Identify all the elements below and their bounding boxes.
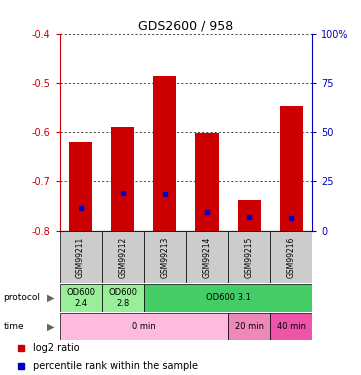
Text: GSM99214: GSM99214	[203, 237, 212, 278]
Text: percentile rank within the sample: percentile rank within the sample	[33, 361, 198, 371]
Bar	[60, 284, 102, 312]
Bar	[270, 231, 312, 283]
Text: 0 min: 0 min	[132, 322, 156, 331]
Text: ▶: ▶	[47, 293, 54, 303]
Text: ▶: ▶	[47, 321, 54, 332]
Bar	[144, 231, 186, 283]
Bar	[102, 284, 144, 312]
Bar	[144, 284, 312, 312]
Text: time: time	[4, 322, 24, 331]
Text: 40 min: 40 min	[277, 322, 306, 331]
Bar	[60, 231, 102, 283]
Bar	[228, 313, 270, 340]
Bar	[69, 142, 92, 231]
Text: log2 ratio: log2 ratio	[33, 343, 79, 353]
Bar	[270, 313, 312, 340]
Text: protocol: protocol	[4, 293, 40, 302]
Text: OD600
2.8: OD600 2.8	[108, 288, 137, 308]
Bar	[153, 76, 177, 231]
Title: GDS2600 / 958: GDS2600 / 958	[138, 20, 234, 33]
Text: GSM99213: GSM99213	[160, 237, 169, 278]
Text: GSM99215: GSM99215	[245, 237, 253, 278]
Bar	[280, 106, 303, 231]
Text: GSM99211: GSM99211	[76, 237, 85, 278]
Text: OD600 3.1: OD600 3.1	[206, 293, 251, 302]
Text: OD600
2.4: OD600 2.4	[66, 288, 95, 308]
Bar	[102, 231, 144, 283]
Bar	[228, 231, 270, 283]
Text: 20 min: 20 min	[235, 322, 264, 331]
Bar	[60, 313, 228, 340]
Text: GSM99216: GSM99216	[287, 237, 296, 278]
Bar	[186, 231, 228, 283]
Bar	[195, 133, 218, 231]
Bar	[238, 200, 261, 231]
Bar	[111, 127, 134, 231]
Text: GSM99212: GSM99212	[118, 237, 127, 278]
